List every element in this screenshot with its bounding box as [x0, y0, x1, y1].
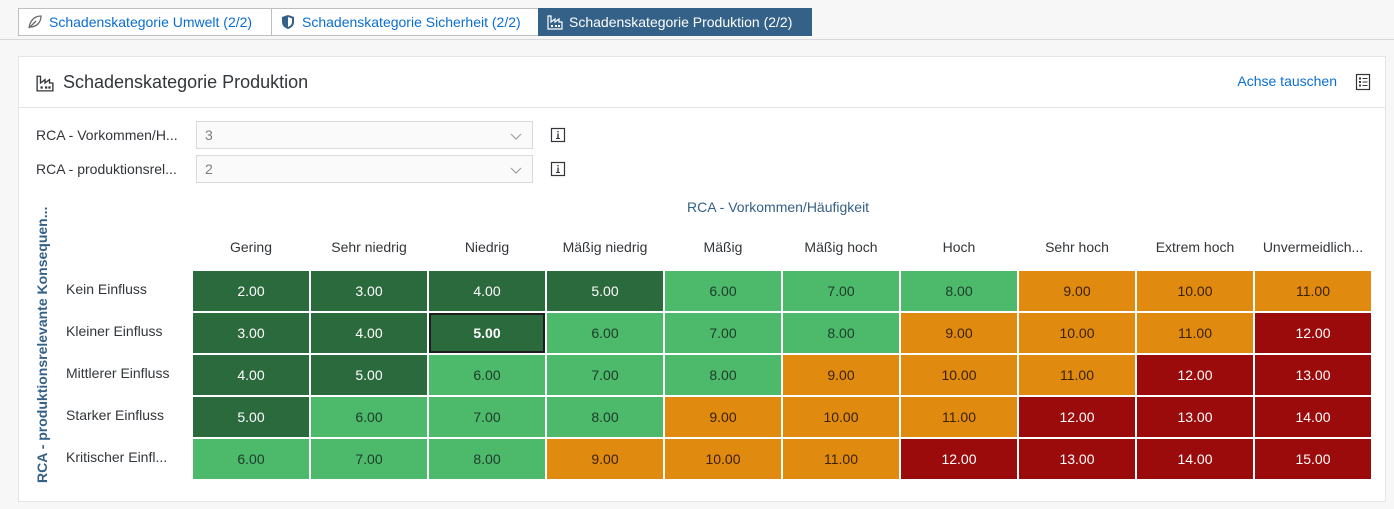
- matrix-cell[interactable]: 11.00: [1019, 355, 1135, 395]
- matrix-cell[interactable]: 5.00: [429, 313, 545, 353]
- matrix-cell[interactable]: 5.00: [547, 271, 663, 311]
- filter-label-konsequenz: RCA - produktionsrel...: [36, 161, 177, 177]
- matrix-cell[interactable]: 9.00: [547, 439, 663, 479]
- matrix-cell[interactable]: 13.00: [1137, 397, 1253, 437]
- matrix-cell[interactable]: 10.00: [901, 355, 1017, 395]
- risk-matrix-panel: Schadenskategorie Produktion Achse tausc…: [18, 56, 1386, 502]
- row-header: Kein Einfluss: [66, 281, 147, 297]
- leaf-icon: [27, 14, 43, 30]
- tab-sicherheit-label: Schadenskategorie Sicherheit (2/2): [302, 14, 521, 30]
- matrix-cell[interactable]: 10.00: [1019, 313, 1135, 353]
- info-icon[interactable]: [550, 127, 566, 143]
- column-header: Sehr hoch: [1045, 239, 1109, 255]
- x-axis-label: RCA - Vorkommen/Häufigkeit: [687, 199, 870, 215]
- matrix-cell[interactable]: 4.00: [429, 271, 545, 311]
- row-header: Mittlerer Einfluss: [66, 365, 170, 381]
- tab-umwelt-label: Schadenskategorie Umwelt (2/2): [49, 14, 253, 30]
- matrix-cell[interactable]: 8.00: [665, 355, 781, 395]
- y-axis-label: RCA - produktionsrelevante Konsequen...: [34, 206, 50, 483]
- matrix-cell[interactable]: 14.00: [1137, 439, 1253, 479]
- matrix-cell[interactable]: 9.00: [1019, 271, 1135, 311]
- matrix-cell[interactable]: 12.00: [1137, 355, 1253, 395]
- matrix-cell[interactable]: 3.00: [311, 271, 427, 311]
- matrix-cell[interactable]: 7.00: [429, 397, 545, 437]
- select-vorkommen[interactable]: 3: [196, 121, 533, 149]
- matrix-cell[interactable]: 9.00: [783, 355, 899, 395]
- column-header: Extrem hoch: [1155, 239, 1235, 255]
- matrix-cell[interactable]: 6.00: [193, 439, 309, 479]
- matrix-cell[interactable]: 7.00: [665, 313, 781, 353]
- panel-header: Schadenskategorie Produktion Achse tausc…: [19, 57, 1385, 108]
- row-header: Kleiner Einfluss: [66, 323, 163, 339]
- matrix-cell[interactable]: 7.00: [547, 355, 663, 395]
- tab-produktion[interactable]: Schadenskategorie Produktion (2/2): [538, 8, 812, 36]
- select-konsequenz[interactable]: 2: [196, 155, 533, 183]
- matrix-cell[interactable]: 14.00: [1255, 397, 1371, 437]
- filter-row-vorkommen: RCA - Vorkommen/H... 3: [36, 121, 566, 149]
- matrix-cell[interactable]: 7.00: [311, 439, 427, 479]
- column-header: Hoch: [942, 239, 976, 255]
- factory-icon: [36, 74, 54, 92]
- panel-title: Schadenskategorie Produktion: [63, 72, 309, 92]
- tab-bar: Schadenskategorie Umwelt (2/2) Schadensk…: [0, 0, 1394, 40]
- matrix-cell[interactable]: 8.00: [547, 397, 663, 437]
- column-header: Mäßig hoch: [804, 239, 878, 255]
- matrix-cell[interactable]: 8.00: [429, 439, 545, 479]
- row-header: Starker Einfluss: [66, 407, 165, 423]
- settings-list-icon[interactable]: [1355, 73, 1371, 91]
- tab-sicherheit[interactable]: Schadenskategorie Sicherheit (2/2): [271, 8, 539, 36]
- matrix-cell[interactable]: 6.00: [665, 271, 781, 311]
- matrix-cell[interactable]: 11.00: [1255, 271, 1371, 311]
- column-header: Sehr niedrig: [331, 239, 407, 255]
- row-header: Kritischer Einfl...: [66, 449, 168, 465]
- chevron-down-icon: [510, 129, 522, 141]
- matrix-cell[interactable]: 10.00: [665, 439, 781, 479]
- matrix-cell[interactable]: 2.00: [193, 271, 309, 311]
- matrix-cell[interactable]: 12.00: [1019, 397, 1135, 437]
- matrix-cell[interactable]: 15.00: [1255, 439, 1371, 479]
- swap-axes-link[interactable]: Achse tauschen: [1237, 73, 1337, 89]
- matrix-cell[interactable]: 11.00: [783, 439, 899, 479]
- matrix-cell[interactable]: 4.00: [193, 355, 309, 395]
- column-header: Gering: [229, 239, 273, 255]
- column-header: Mäßig: [703, 239, 743, 255]
- column-header: Niedrig: [464, 239, 510, 255]
- factory-icon: [547, 14, 563, 30]
- select-konsequenz-value: 2: [205, 161, 213, 177]
- info-icon[interactable]: [550, 161, 566, 177]
- matrix-cell[interactable]: 12.00: [901, 439, 1017, 479]
- matrix-cell[interactable]: 5.00: [311, 355, 427, 395]
- matrix-cell[interactable]: 7.00: [783, 271, 899, 311]
- matrix-cell[interactable]: 8.00: [901, 271, 1017, 311]
- filter-label-vorkommen: RCA - Vorkommen/H...: [36, 127, 178, 143]
- matrix-cell[interactable]: 9.00: [901, 313, 1017, 353]
- shield-icon: [280, 14, 296, 30]
- tab-umwelt[interactable]: Schadenskategorie Umwelt (2/2): [18, 8, 272, 36]
- chevron-down-icon: [510, 163, 522, 175]
- matrix-cell[interactable]: 6.00: [547, 313, 663, 353]
- matrix-cell[interactable]: 6.00: [429, 355, 545, 395]
- matrix-cell[interactable]: 9.00: [665, 397, 781, 437]
- matrix-cell[interactable]: 12.00: [1255, 313, 1371, 353]
- matrix-cell[interactable]: 4.00: [311, 313, 427, 353]
- column-header: Mäßig niedrig: [562, 239, 648, 255]
- matrix-cell[interactable]: 13.00: [1019, 439, 1135, 479]
- matrix-cell[interactable]: 8.00: [783, 313, 899, 353]
- select-vorkommen-value: 3: [205, 127, 213, 143]
- matrix-cell[interactable]: 11.00: [1137, 313, 1253, 353]
- filter-row-konsequenz: RCA - produktionsrel... 2: [36, 155, 566, 183]
- matrix-cell[interactable]: 13.00: [1255, 355, 1371, 395]
- matrix-cell[interactable]: 5.00: [193, 397, 309, 437]
- matrix-cell[interactable]: 11.00: [901, 397, 1017, 437]
- matrix-cell[interactable]: 10.00: [783, 397, 899, 437]
- column-header: Unvermeidlich...: [1262, 239, 1364, 255]
- matrix-cell[interactable]: 3.00: [193, 313, 309, 353]
- matrix-cell[interactable]: 6.00: [311, 397, 427, 437]
- matrix-cell[interactable]: 10.00: [1137, 271, 1253, 311]
- tab-produktion-label: Schadenskategorie Produktion (2/2): [569, 14, 793, 30]
